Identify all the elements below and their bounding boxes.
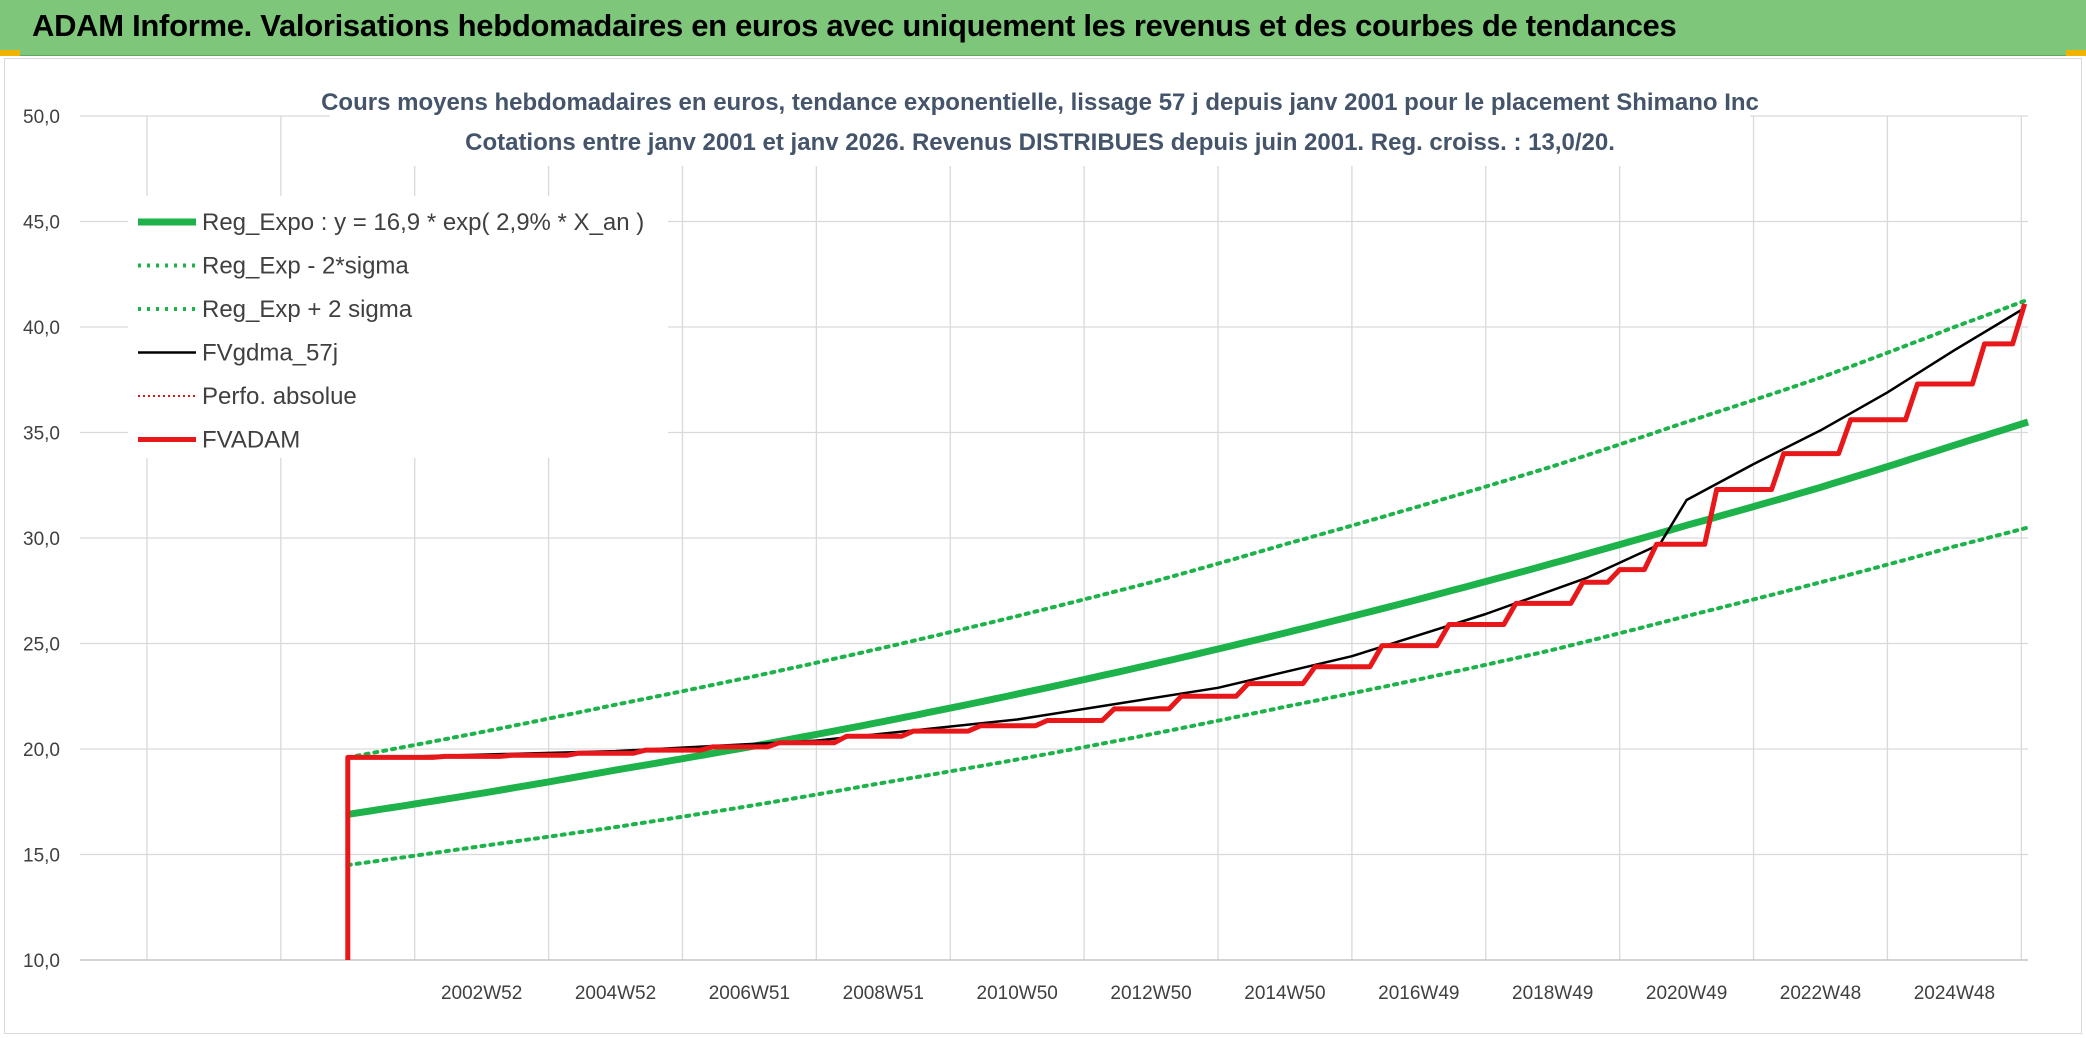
y-tick-label: 45,0 bbox=[23, 213, 60, 234]
x-tick-label: 2014W50 bbox=[1244, 983, 1325, 1004]
chart-legend: Reg_Expo : y = 16,9 * exp( 2,9% * X_an )… bbox=[128, 196, 668, 458]
chart-series bbox=[345, 297, 2030, 960]
legend-label: Reg_Expo : y = 16,9 * exp( 2,9% * X_an ) bbox=[202, 209, 644, 236]
x-tick-label: 2012W50 bbox=[1110, 983, 1191, 1004]
x-tick-label: 2006W51 bbox=[709, 983, 790, 1004]
x-tick-label: 2010W50 bbox=[977, 983, 1058, 1004]
legend-label: Reg_Exp - 2*sigma bbox=[202, 253, 409, 280]
corner-marker-right bbox=[2066, 50, 2086, 56]
series-line-fvadam bbox=[345, 303, 2028, 960]
chart-title-background bbox=[330, 80, 1750, 166]
x-tick-label: 2024W48 bbox=[1914, 983, 1995, 1004]
report-title: ADAM Informe. Valorisations hebdomadaire… bbox=[32, 8, 1677, 43]
y-tick-label: 10,0 bbox=[23, 951, 60, 972]
legend-label: Perfo. absolue bbox=[202, 383, 357, 410]
x-tick-label: 2002W52 bbox=[441, 983, 522, 1004]
x-tick-label: 2008W51 bbox=[843, 983, 924, 1004]
y-tick-label: 40,0 bbox=[23, 318, 60, 339]
y-axis-ticks: 10,0 15,0 20,0 25,0 30,0 35,0 40,0 45,0 50,0 bbox=[23, 107, 60, 972]
chart-frame bbox=[4, 58, 2082, 1034]
x-tick-label: 2020W49 bbox=[1646, 983, 1727, 1004]
y-tick-label: 15,0 bbox=[23, 846, 60, 867]
y-tick-label: 25,0 bbox=[23, 635, 60, 656]
chart-title-block: Cours moyens hebdomadaires en euros, ten… bbox=[321, 80, 1759, 166]
report-banner: ADAM Informe. Valorisations hebdomadaire… bbox=[0, 0, 2086, 56]
x-axis-ticks: 2002W52 2004W52 2006W51 2008W51 2010W50 2012W… bbox=[441, 983, 1995, 1004]
y-tick-label: 50,0 bbox=[23, 107, 60, 128]
series-line-reg_exp bbox=[345, 525, 2030, 867]
series-line-reg_exp bbox=[345, 297, 2030, 760]
corner-marker-left bbox=[0, 50, 20, 56]
y-tick-label: 35,0 bbox=[23, 424, 60, 445]
legend-background bbox=[128, 196, 668, 458]
x-tick-label: 2016W49 bbox=[1378, 983, 1459, 1004]
x-tick-label: 2022W48 bbox=[1780, 983, 1861, 1004]
chart-title-line-2: Cotations entre janv 2001 et janv 2026. … bbox=[465, 129, 1615, 156]
y-tick-label: 30,0 bbox=[23, 529, 60, 550]
series-line-reg_expo bbox=[347, 418, 2030, 818]
series-line-fvgdma_57j bbox=[377, 306, 2026, 759]
x-tick-label: 2018W49 bbox=[1512, 983, 1593, 1004]
x-tick-label: 2004W52 bbox=[575, 983, 656, 1004]
legend-label: FVgdma_57j bbox=[202, 340, 338, 367]
legend-label: Reg_Exp + 2 sigma bbox=[202, 296, 413, 323]
chart-title-line-1: Cours moyens hebdomadaires en euros, ten… bbox=[321, 89, 1759, 116]
y-tick-label: 20,0 bbox=[23, 740, 60, 761]
legend-label: FVADAM bbox=[202, 427, 300, 454]
